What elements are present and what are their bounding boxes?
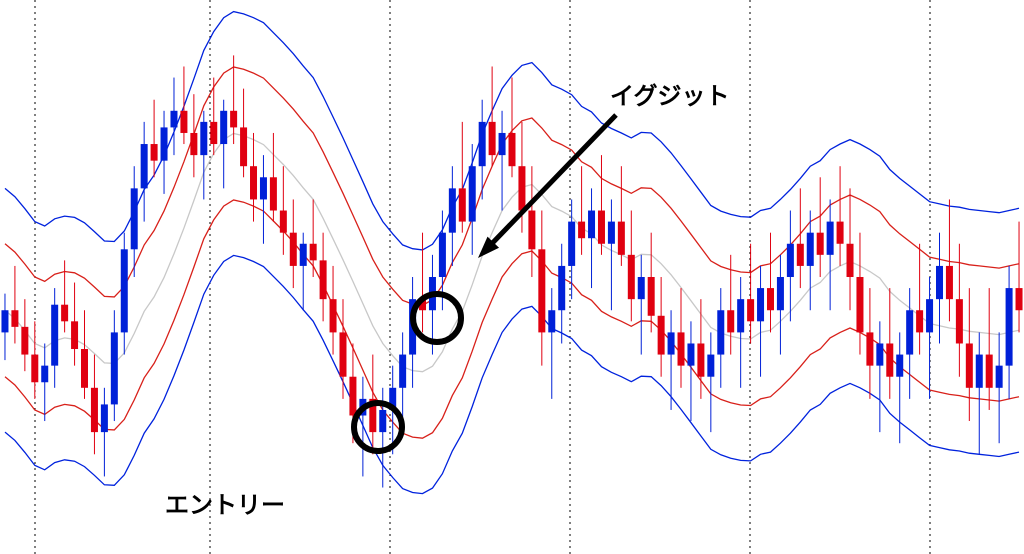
entry-label: エントリー xyxy=(165,485,285,520)
exit-arrow-line xyxy=(487,115,616,249)
exit-label: イグジット xyxy=(610,76,730,111)
entry-circle xyxy=(354,403,402,451)
exit-circle xyxy=(413,294,461,342)
candlestick-chart xyxy=(0,0,1024,554)
